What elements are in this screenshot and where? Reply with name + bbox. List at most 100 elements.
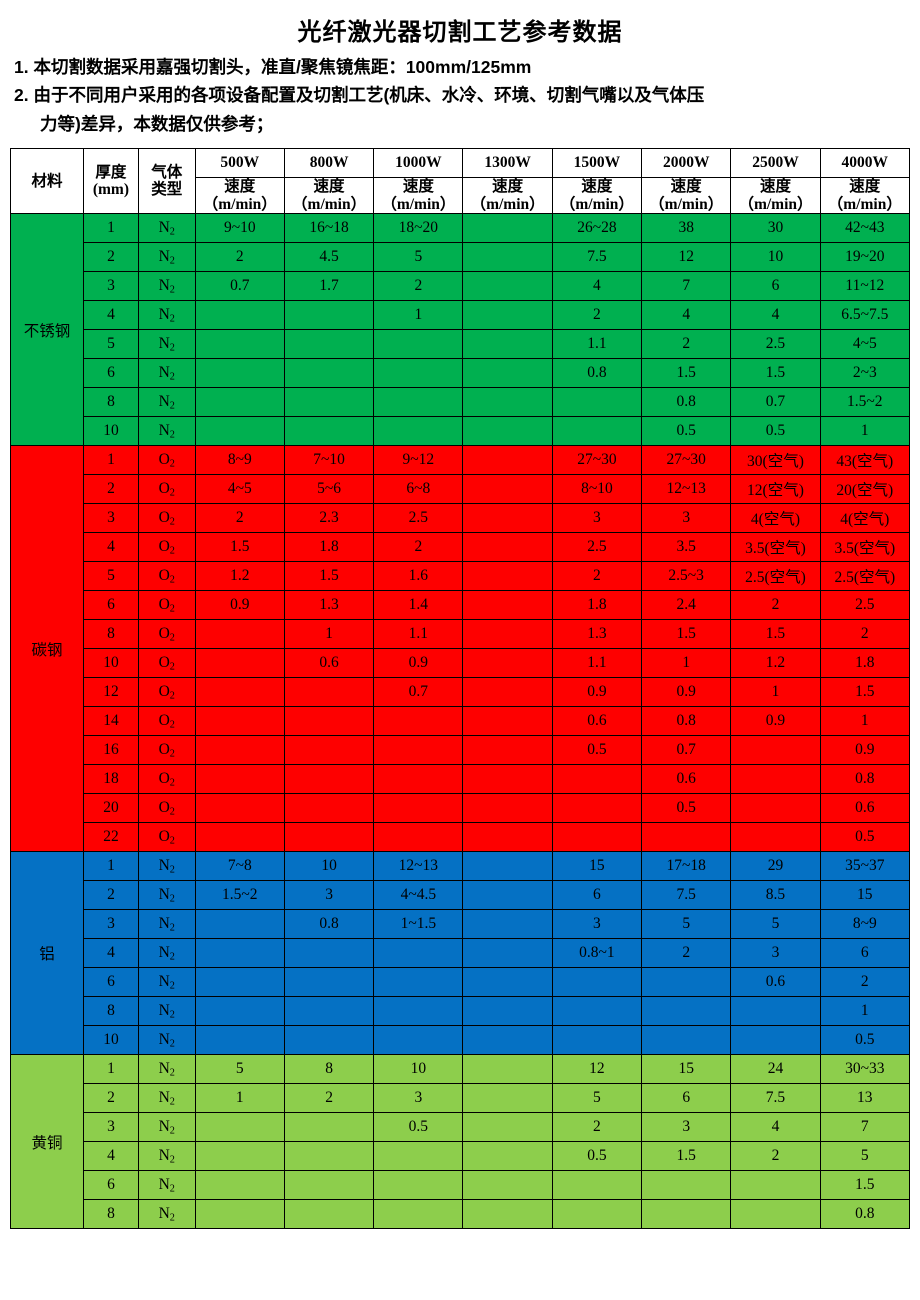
gas-type-cell: O2 xyxy=(137,590,196,621)
header-power-1000w: 1000W xyxy=(373,148,464,179)
speed-cell-1000w: 6~8 xyxy=(373,474,464,505)
speed-cell-2000w xyxy=(641,822,732,853)
speed-cell-800w xyxy=(283,967,375,998)
table-row: 5 N2 1.1 2 2.5 4~5 xyxy=(10,329,911,360)
table-row: 4 N2 0.8~1 2 3 6 xyxy=(10,938,911,969)
speed-cell-4000w: 15 xyxy=(819,880,911,911)
speed-cell-800w: 10 xyxy=(283,851,375,882)
speed-cell-500w: 0.7 xyxy=(194,271,285,302)
speed-cell-500w: 9~10 xyxy=(194,213,285,244)
speed-cell-1000w: 0.5 xyxy=(373,1112,464,1143)
material-cell-3: 黄铜 xyxy=(9,1054,85,1230)
thickness-cell: 1 xyxy=(83,851,139,882)
speed-cell-2000w: 2 xyxy=(641,329,732,360)
speed-cell-800w: 16~18 xyxy=(283,213,375,244)
thickness-cell: 16 xyxy=(83,735,139,766)
speed-cell-800w: 0.6 xyxy=(283,648,375,679)
speed-cell-500w: 4~5 xyxy=(194,474,285,505)
speed-cell-2500w: 8.5 xyxy=(730,880,821,911)
speed-cell-1000w: 1.6 xyxy=(373,561,464,592)
speed-cell-1300w xyxy=(462,532,553,563)
gas-type-cell: N2 xyxy=(137,1141,196,1172)
table-row: 22 O2 0.5 xyxy=(10,822,911,853)
speed-cell-500w: 8~9 xyxy=(194,445,285,476)
header-thickness-line1: 厚度 xyxy=(95,163,127,181)
gas-type-cell: O2 xyxy=(137,619,196,650)
speed-cell-1500w xyxy=(551,764,643,795)
speed-cell-1000w xyxy=(373,764,464,795)
speed-cell-500w xyxy=(194,416,285,447)
speed-cell-1500w: 15 xyxy=(551,851,643,882)
speed-cell-1500w: 3 xyxy=(551,503,643,534)
speed-cell-1500w: 0.5 xyxy=(551,1141,643,1172)
speed-cell-1300w xyxy=(462,561,553,592)
speed-cell-4000w: 1 xyxy=(819,706,911,737)
speed-cell-1000w xyxy=(373,938,464,969)
speed-cell-1500w: 6 xyxy=(551,880,643,911)
speed-cell-800w: 1.3 xyxy=(283,590,375,621)
speed-cell-800w xyxy=(283,938,375,969)
speed-cell-1300w xyxy=(462,735,553,766)
speed-cell-1300w xyxy=(462,503,553,534)
gas-type-cell: O2 xyxy=(137,677,196,708)
speed-cell-800w: 4.5 xyxy=(283,242,375,273)
speed-cell-1500w: 1.1 xyxy=(551,648,643,679)
speed-cell-2000w: 15 xyxy=(641,1054,732,1085)
speed-cell-800w xyxy=(283,1112,375,1143)
speed-cell-2500w: 2 xyxy=(730,1141,821,1172)
gas-type-cell: N2 xyxy=(137,358,196,389)
gas-type-cell: N2 xyxy=(137,416,196,447)
speed-cell-800w: 3 xyxy=(283,880,375,911)
thickness-cell: 1 xyxy=(83,213,139,244)
speed-cell-500w: 1.5~2 xyxy=(194,880,285,911)
speed-cell-2500w xyxy=(730,793,821,824)
thickness-cell: 6 xyxy=(83,358,139,389)
speed-cell-500w: 1 xyxy=(194,1083,285,1114)
gas-type-cell: N2 xyxy=(137,1170,196,1201)
speed-cell-500w: 5 xyxy=(194,1054,285,1085)
header-speed-2000w: 速度 （m/min） xyxy=(641,177,732,215)
speed-cell-500w xyxy=(194,967,285,998)
speed-cell-1500w xyxy=(551,996,643,1027)
gas-type-cell: O2 xyxy=(137,445,196,476)
speed-cell-1000w xyxy=(373,1199,464,1230)
speed-cell-2000w: 27~30 xyxy=(641,445,732,476)
thickness-cell: 4 xyxy=(83,938,139,969)
speed-cell-1500w xyxy=(551,1199,643,1230)
speed-cell-800w: 0.8 xyxy=(283,909,375,940)
speed-cell-2500w xyxy=(730,996,821,1027)
header-power-1300w: 1300W xyxy=(462,148,553,179)
header-speed-1000w: 速度 （m/min） xyxy=(373,177,464,215)
speed-cell-4000w: 43(空气) xyxy=(819,445,911,476)
speed-cell-500w: 2 xyxy=(194,503,285,534)
speed-cell-4000w: 0.8 xyxy=(819,1199,911,1230)
speed-cell-1500w: 27~30 xyxy=(551,445,643,476)
material-cell-0: 不锈钢 xyxy=(9,213,85,447)
speed-cell-2500w xyxy=(730,735,821,766)
speed-cell-2000w: 0.6 xyxy=(641,764,732,795)
table-row: 4 O2 1.5 1.8 2 2.5 3.5 3.5(空气) 3.5(空气) xyxy=(10,532,911,563)
gas-type-cell: N2 xyxy=(137,1054,196,1085)
speed-cell-500w xyxy=(194,822,285,853)
speed-cell-500w xyxy=(194,764,285,795)
speed-cell-800w xyxy=(283,1141,375,1172)
speed-cell-2000w: 12~13 xyxy=(641,474,732,505)
speed-cell-1500w: 2.5 xyxy=(551,532,643,563)
speed-cell-2000w: 0.9 xyxy=(641,677,732,708)
speed-cell-4000w: 0.5 xyxy=(819,1025,911,1056)
speed-cell-800w xyxy=(283,1025,375,1056)
speed-cell-1300w xyxy=(462,996,553,1027)
speed-cell-500w xyxy=(194,706,285,737)
thickness-cell: 10 xyxy=(83,648,139,679)
thickness-cell: 4 xyxy=(83,1141,139,1172)
speed-cell-4000w: 7 xyxy=(819,1112,911,1143)
speed-cell-1000w xyxy=(373,358,464,389)
thickness-cell: 2 xyxy=(83,880,139,911)
gas-type-cell: O2 xyxy=(137,822,196,853)
speed-cell-2500w: 24 xyxy=(730,1054,821,1085)
thickness-cell: 18 xyxy=(83,764,139,795)
speed-cell-800w xyxy=(283,1199,375,1230)
speed-cell-4000w: 1.5~2 xyxy=(819,387,911,418)
speed-cell-1300w xyxy=(462,822,553,853)
speed-cell-2000w: 3 xyxy=(641,1112,732,1143)
